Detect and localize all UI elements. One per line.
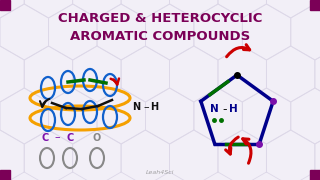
Bar [310, 170, 320, 180]
Bar [0, 170, 10, 180]
Text: C: C [66, 133, 74, 143]
Text: CHARGED & HETEROCYCLIC: CHARGED & HETEROCYCLIC [58, 12, 262, 24]
Bar [0, 0, 10, 10]
Text: AROMATIC COMPOUNDS: AROMATIC COMPOUNDS [70, 30, 250, 42]
Text: N: N [132, 102, 140, 112]
Text: –: – [143, 102, 149, 112]
Text: N: N [211, 104, 219, 114]
Text: O: O [93, 133, 101, 143]
Text: –: – [54, 132, 60, 142]
Text: H: H [150, 102, 158, 112]
Bar [310, 0, 320, 10]
Text: Leah4Sci: Leah4Sci [146, 170, 174, 175]
Text: -: - [223, 103, 227, 116]
Text: C: C [41, 133, 49, 143]
Text: H: H [229, 104, 238, 114]
